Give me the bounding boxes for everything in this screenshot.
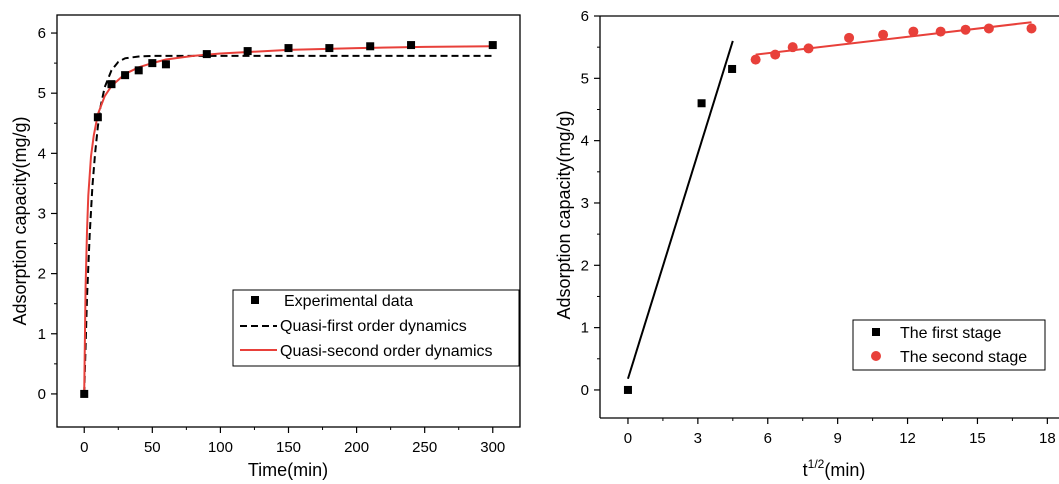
data-point-the-second-stage	[983, 23, 994, 34]
chart-left: 0 50 100 150 200 250 300 0 1 2 3 4 5 6 Time(min) Adso…	[10, 14, 521, 480]
legend-label-second-stage: The second stage	[900, 349, 1027, 366]
chart-right-legend-box	[852, 319, 1046, 371]
data-point-experimental-data	[80, 389, 89, 398]
legend-symbol-experimental-data	[251, 296, 259, 304]
chart-left-y-tick-label: 3	[38, 205, 46, 222]
legend-label-first-stage: The first stage	[900, 325, 1001, 342]
legend-label-quasi-second-order: Quasi-second order dynamics	[280, 343, 493, 360]
chart-right-x-tick-label: 0	[624, 430, 632, 447]
chart-left-x-tick-label: 150	[276, 439, 301, 456]
chart-right-y-tick-label: 1	[581, 320, 589, 337]
data-point-the-second-stage	[803, 43, 814, 54]
chart-left-legend-box	[232, 289, 520, 367]
legend-symbol-first-stage	[872, 328, 880, 336]
legend-label-quasi-first-order: Quasi-first order dynamics	[280, 318, 467, 335]
chart-left-ticks: 0 50 100 150 200 250 300 0 1 2 3 4 5 6	[38, 25, 506, 456]
data-point-experimental-data	[107, 80, 116, 89]
chart-right-legend: The first stage The second stage	[852, 319, 1046, 371]
chart-right-y-tick-label: 4	[581, 133, 589, 150]
data-point-experimental-data	[243, 47, 252, 56]
chart-right-y-tick-label: 0	[581, 382, 589, 399]
chart-left-y-tick-label: 4	[38, 145, 46, 162]
chart-left-legend: Experimental data Quasi-first order dyna…	[232, 289, 520, 367]
data-point-experimental-data	[325, 44, 334, 53]
data-point-the-first-stage	[728, 64, 737, 73]
chart-left-x-tick-label: 250	[412, 439, 437, 456]
data-point-the-second-stage	[960, 24, 971, 35]
data-point-the-first-stage	[697, 99, 706, 108]
chart-left-x-axis-title: Time(min)	[248, 460, 328, 480]
data-point-experimental-data	[134, 66, 143, 75]
chart-right-x-tick-label: 3	[694, 430, 702, 447]
data-point-the-second-stage	[770, 49, 781, 60]
chart-left-x-tick-label: 100	[208, 439, 233, 456]
data-point-the-second-stage	[935, 26, 946, 37]
chart-right-x-tick-label: 18	[1039, 430, 1056, 447]
data-point-experimental-data	[148, 59, 157, 68]
data-point-experimental-data	[121, 71, 130, 80]
chart-right-x-tick-label: 12	[899, 430, 916, 447]
chart-left-x-tick-label: 50	[144, 439, 161, 456]
data-point-the-second-stage	[844, 32, 855, 43]
legend-label-experimental-data: Experimental data	[284, 293, 413, 310]
data-point-the-second-stage	[1026, 23, 1037, 34]
chart-left-y-tick-label: 6	[38, 25, 46, 42]
data-point-the-second-stage	[908, 26, 919, 37]
chart-right-y-tick-label: 5	[581, 70, 589, 87]
chart-right-y-tick-label: 3	[581, 195, 589, 212]
chart-right-x-tick-label: 6	[764, 430, 772, 447]
fit-line-the-first-stage	[627, 40, 734, 380]
chart-left-series	[80, 41, 497, 398]
data-point-experimental-data	[488, 41, 497, 50]
data-point-experimental-data	[284, 44, 293, 53]
chart-left-x-tick-label: 200	[344, 439, 369, 456]
chart-left-x-tick-label: 0	[80, 439, 88, 456]
data-point-experimental-data	[161, 60, 170, 69]
chart-left-y-tick-label: 2	[38, 266, 46, 283]
x-axis-title-base: t	[803, 460, 808, 480]
chart-right-x-axis-title: t1/2(min)	[803, 457, 866, 480]
data-point-the-second-stage	[878, 29, 889, 40]
series-line-quasi-first-order-dynamics	[83, 54, 493, 394]
data-point-experimental-data	[407, 41, 416, 50]
chart-left-y-tick-label: 5	[38, 85, 46, 102]
x-axis-title-superscript: 1/2	[808, 457, 825, 471]
chart-right-y-axis-title: Adsorption capacity(mg/g)	[554, 110, 574, 319]
data-point-experimental-data	[202, 50, 211, 59]
chart-left-y-tick-label: 0	[38, 386, 46, 403]
chart-left-y-axis-title: Adsorption capacity(mg/g)	[10, 116, 30, 325]
chart-right-y-tick-label: 2	[581, 257, 589, 274]
chart-right-x-tick-label: 15	[969, 430, 986, 447]
data-point-the-first-stage	[623, 385, 632, 394]
data-point-the-second-stage	[787, 42, 798, 53]
legend-symbol-second-stage	[871, 351, 881, 361]
data-point-experimental-data	[366, 42, 375, 51]
chart-right-series	[623, 21, 1037, 394]
chart-right-y-tick-label: 6	[581, 8, 589, 25]
chart-left-y-tick-label: 1	[38, 326, 46, 343]
data-point-the-second-stage	[750, 54, 761, 65]
data-point-experimental-data	[93, 113, 102, 122]
x-axis-title-suffix: (min)	[824, 460, 865, 480]
chart-left-x-tick-label: 300	[480, 439, 505, 456]
chart-right-x-tick-label: 9	[833, 430, 841, 447]
